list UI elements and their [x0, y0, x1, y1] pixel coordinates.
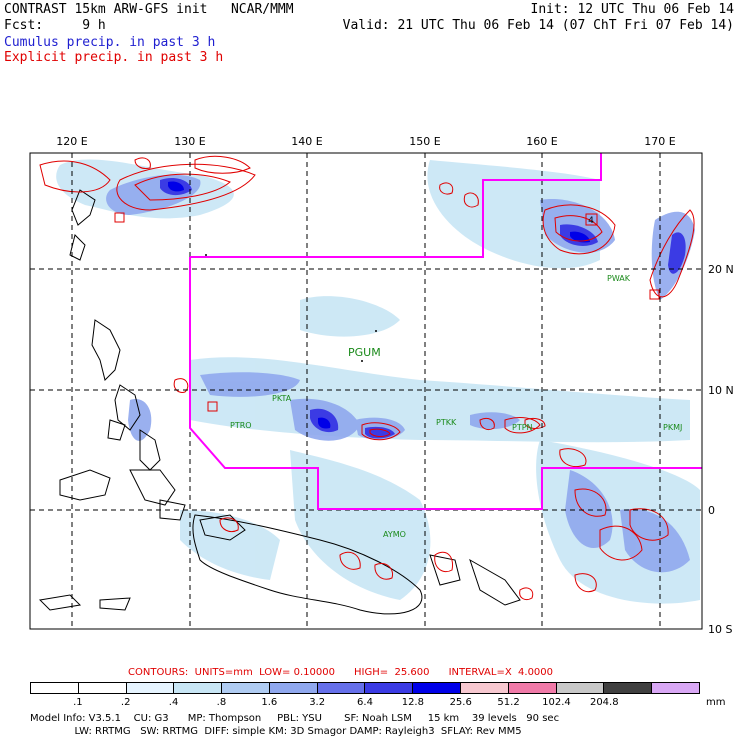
colorbar-tick-label: 51.2: [497, 697, 520, 708]
station-label: AYMO: [383, 530, 406, 539]
explicit-precip-contours: [39, 155, 695, 601]
coastlines: [38, 189, 521, 615]
colorbar-cell: [461, 683, 509, 693]
colorbar-cell: [222, 683, 270, 693]
precip-shading: [56, 159, 700, 604]
station-labels: PGUM PKTA PTRO PTKK PTPN PKMJ PWAK AYMO: [230, 274, 682, 539]
colorbar-cell: [174, 683, 223, 693]
lat-label: 20 N: [708, 263, 734, 276]
station-dots: [205, 254, 377, 362]
lon-labels: 120 E 130 E 140 E 150 E 160 E 170 E: [56, 135, 675, 148]
colorbar-tick-label: .4: [168, 697, 179, 708]
lon-label: 160 E: [526, 135, 557, 148]
colorbar-tick-label: .8: [216, 697, 227, 708]
colorbar-cell: [317, 683, 366, 693]
lat-label: 10 S: [708, 623, 732, 636]
colorbar-cell: [556, 683, 605, 693]
station-label: PTRO: [230, 421, 252, 430]
model-info-line1: Model Info: V3.5.1 CU: G3 MP: Thompson P…: [30, 713, 560, 724]
colorbar-cell: [269, 683, 318, 693]
colorbar-cell: [78, 683, 127, 693]
lon-label: 120 E: [56, 135, 87, 148]
lon-label: 140 E: [291, 135, 322, 148]
lat-label: 0: [708, 504, 715, 517]
model-info-line2: LW: RRTMG SW: RRTMG DIFF: simple KM: 3D …: [30, 726, 522, 737]
lon-label: 150 E: [409, 135, 440, 148]
station-label: PGUM: [348, 346, 381, 359]
colorbar-cell: [365, 683, 414, 693]
colorbar-cell: [508, 683, 557, 693]
colorbar-cell: [31, 683, 79, 693]
plot-title: CONTRAST 15km ARW-GFS init NCAR/MMM: [4, 2, 294, 17]
station-label: PKTA: [272, 394, 292, 403]
colorbar-tick-label: 3.2: [309, 697, 326, 708]
colorbar-tick-label: 102.4: [542, 697, 571, 708]
station-label: PWAK: [607, 274, 631, 283]
lon-label: 130 E: [174, 135, 205, 148]
station-label: PTPN: [512, 423, 533, 432]
colorbar-unit: mm: [706, 697, 726, 708]
station-label: PKMJ: [663, 423, 682, 432]
colorbar-tick-label: 1.6: [261, 697, 278, 708]
colorbar: [30, 682, 700, 694]
colorbar-cell: [604, 683, 653, 693]
colorbar-cell: [126, 683, 175, 693]
legend-cumulus: Cumulus precip. in past 3 h: [4, 35, 216, 50]
max-markers: [114, 212, 660, 412]
colorbar-tick-label: 6.4: [357, 697, 373, 708]
station-label: PTKK: [436, 418, 457, 427]
valid-time: Valid: 21 UTC Thu 06 Feb 14 (07 ChT Fri …: [342, 18, 734, 33]
map-frame: [29, 152, 703, 630]
colorbar-tick-label: 25.6: [449, 697, 472, 708]
lat-label: 10 N: [708, 384, 734, 397]
lat-labels: 20 N 10 N 0 10 S: [708, 263, 734, 636]
colorbar-cell: [652, 683, 699, 693]
domain-boundary: [189, 153, 702, 510]
colorbar-tick-label: 12.8: [401, 697, 424, 708]
marker-label-4: 4: [588, 216, 594, 226]
contours-info: CONTOURS: UNITS=mm LOW= 0.10000 HIGH= 25…: [128, 667, 554, 678]
colorbar-tick-label: 204.8: [589, 697, 619, 708]
colorbar-cell: [413, 683, 462, 693]
init-time: Init: 12 UTC Thu 06 Feb 14: [530, 2, 735, 17]
legend-explicit: Explicit precip. in past 3 h: [4, 50, 224, 65]
forecast-hour: Fcst: 9 h: [4, 18, 106, 33]
colorbar-tick-label: .1: [73, 697, 83, 708]
colorbar-tick-label: .2: [120, 697, 131, 708]
lon-label: 170 E: [644, 135, 675, 148]
